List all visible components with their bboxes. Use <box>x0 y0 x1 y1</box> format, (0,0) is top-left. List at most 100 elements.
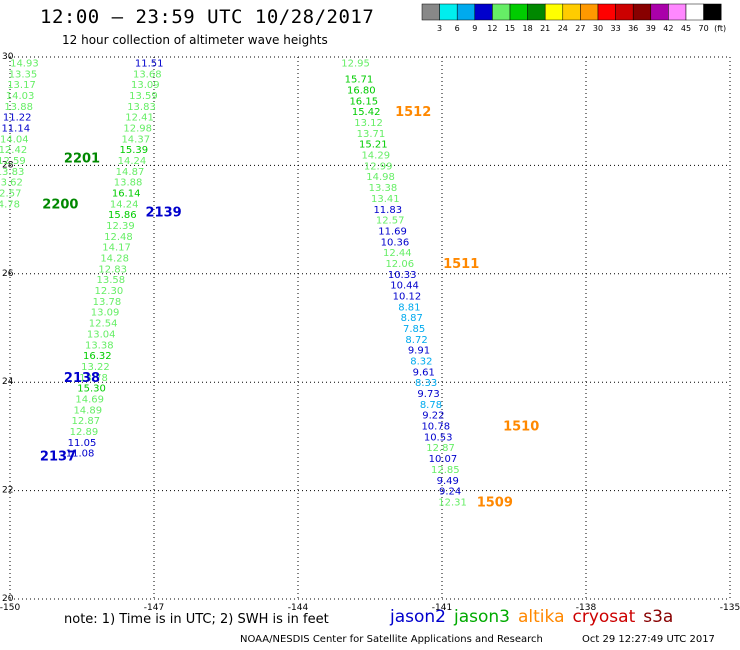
colorbar-swatch <box>632 3 652 21</box>
data-point-label: 13.09 <box>91 308 120 319</box>
data-point-label: 13.78 <box>93 297 122 308</box>
colorbar-tick-label: 42 <box>663 24 673 33</box>
data-point-label: 9.61 <box>413 367 435 378</box>
data-point-label: 16.15 <box>349 96 378 107</box>
data-point-label: 15.21 <box>359 140 388 151</box>
chart-grid <box>9 56 731 600</box>
colorbar-legend: 3 6 9 12 15 18 21 24 27 30 33 36 39 42 45 70 (ft) <box>421 3 726 33</box>
data-point-label: 10.53 <box>424 432 453 443</box>
data-point-label: 8.81 <box>398 302 420 313</box>
track-time-label: 1512 <box>395 105 431 120</box>
y-tick-label: 20 <box>2 594 14 604</box>
y-tick-label: 28 <box>2 160 14 170</box>
satellite-legend-item: cryosat <box>572 607 636 627</box>
data-point-label: 13.88 <box>114 178 143 189</box>
data-point-label: 15.42 <box>352 107 381 118</box>
data-point-label: 13.71 <box>357 129 386 140</box>
colorbar-swatch <box>580 3 599 21</box>
data-point-label: 12.44 <box>383 248 412 259</box>
data-point-label: 13.38 <box>369 183 398 194</box>
track-time-label: 1511 <box>443 257 479 272</box>
data-point-label: 12.99 <box>364 161 393 172</box>
data-point-label: 14.29 <box>361 151 390 162</box>
colorbar-swatch <box>703 3 722 21</box>
data-point-label: 11.05 <box>68 438 97 449</box>
data-point-label: 13.04 <box>87 329 116 340</box>
data-point-label: 13.09 <box>131 80 160 91</box>
colorbar-swatch <box>456 3 476 21</box>
colorbar-tick-label: 18 <box>523 24 533 33</box>
data-point-label: 11.08 <box>66 449 95 460</box>
data-point-label: 11.14 <box>1 123 30 134</box>
colorbar-tick-label: 3 <box>437 24 442 33</box>
data-point-label: 12.31 <box>438 497 467 508</box>
data-point-label: 13.58 <box>96 275 125 286</box>
data-point-label: 12.57 <box>376 216 405 227</box>
colorbar-swatch <box>421 3 440 21</box>
data-point-label: 12.54 <box>89 319 118 330</box>
data-point-label: 8.33 <box>415 378 437 389</box>
data-point-label: 12.41 <box>125 113 154 124</box>
track-time-label: 2201 <box>64 151 100 166</box>
data-point-label: 13.83 <box>0 167 24 178</box>
data-point-label: 15.71 <box>345 75 374 86</box>
colorbar-swatch <box>509 3 528 21</box>
colorbar-tick-label: 9 <box>472 24 477 33</box>
track-time-label: 2200 <box>42 197 78 212</box>
colorbar-tick-label: 15 <box>505 24 515 33</box>
chart-title: 12:00 – 23:59 UTC 10/28/2017 <box>40 6 375 28</box>
data-point-label: 12.57 <box>0 189 21 200</box>
data-point-label: 9.22 <box>422 411 444 422</box>
data-point-label: 12.42 <box>0 145 27 156</box>
data-point-label: 14.87 <box>116 167 145 178</box>
track-time-label: 2139 <box>146 205 182 220</box>
data-point-label: 11.51 <box>135 58 164 69</box>
x-tick-label: -147 <box>144 603 164 613</box>
x-tick-label: -150 <box>0 603 20 613</box>
data-point-label: 12.39 <box>106 221 135 232</box>
data-point-label: 13.22 <box>81 362 110 373</box>
data-point-label: 9.91 <box>408 346 430 357</box>
data-point-label: 9.73 <box>417 389 439 400</box>
data-point-label: 14.17 <box>102 243 131 254</box>
data-point-label: 10.33 <box>388 270 417 281</box>
colorbar-swatch <box>527 3 546 21</box>
x-tick-label: -141 <box>432 603 452 613</box>
colorbar-tick-label: 33 <box>611 24 621 33</box>
data-point-label: 10.07 <box>429 454 458 465</box>
data-point-label: 13.88 <box>4 102 33 113</box>
data-point-label: 14.03 <box>6 91 35 102</box>
track-time-label: 2137 <box>40 449 76 464</box>
y-tick-label: 24 <box>2 377 14 387</box>
data-point-label: 16.32 <box>83 351 112 362</box>
data-point-label: 8.78 <box>420 400 442 411</box>
colorbar-tick-label: 30 <box>593 24 603 33</box>
track-time-label: 1509 <box>477 495 513 510</box>
data-point-label: 11.22 <box>3 113 32 124</box>
colorbar-swatch <box>597 3 616 21</box>
data-point-label: 12.87 <box>72 416 101 427</box>
data-point-label: 12.48 <box>104 232 133 243</box>
data-point-label: 9.24 <box>439 487 461 498</box>
data-point-label: 13.83 <box>127 102 156 113</box>
data-point-label: 8.87 <box>401 313 423 324</box>
colorbar-swatch <box>474 3 493 21</box>
data-point-label: 15.30 <box>77 384 106 395</box>
data-point-label: 15.39 <box>120 145 149 156</box>
data-point-label: 13.35 <box>9 69 38 80</box>
track-time-label: 2138 <box>64 371 100 386</box>
data-point-label: 14.37 <box>121 134 150 145</box>
data-point-label: 10.78 <box>421 422 450 433</box>
colorbar-tick-label: 21 <box>540 24 550 33</box>
data-point-label: 14.93 <box>10 58 39 69</box>
data-point-label: 15.86 <box>108 210 137 221</box>
data-point-label: 12.95 <box>341 58 370 69</box>
data-point-label: 12.59 <box>0 156 26 167</box>
colorbar-tick-label: 45 <box>681 24 691 33</box>
colorbar-swatch <box>685 3 704 21</box>
colorbar-tick-label: 70 <box>699 24 709 33</box>
data-point-label: 12.83 <box>98 264 127 275</box>
y-tick-label: 22 <box>2 486 13 496</box>
data-point-label: 12.87 <box>426 443 455 454</box>
